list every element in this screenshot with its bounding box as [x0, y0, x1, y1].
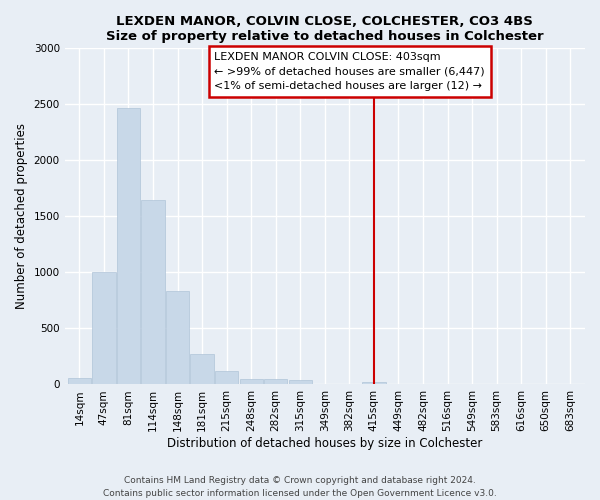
Bar [264, 380, 287, 384]
Bar [289, 380, 312, 384]
Text: LEXDEN MANOR COLVIN CLOSE: 403sqm
← >99% of detached houses are smaller (6,447)
: LEXDEN MANOR COLVIN CLOSE: 403sqm ← >99%… [214, 52, 485, 92]
Text: Contains HM Land Registry data © Crown copyright and database right 2024.
Contai: Contains HM Land Registry data © Crown c… [103, 476, 497, 498]
Bar [117, 108, 140, 384]
Bar [92, 272, 116, 384]
Bar [68, 378, 91, 384]
Bar [215, 371, 238, 384]
Bar [142, 200, 164, 384]
Title: LEXDEN MANOR, COLVIN CLOSE, COLCHESTER, CO3 4BS
Size of property relative to det: LEXDEN MANOR, COLVIN CLOSE, COLCHESTER, … [106, 15, 544, 43]
Bar [166, 291, 189, 384]
Bar [190, 354, 214, 384]
Bar [239, 380, 263, 384]
X-axis label: Distribution of detached houses by size in Colchester: Distribution of detached houses by size … [167, 437, 482, 450]
Bar [362, 382, 386, 384]
Y-axis label: Number of detached properties: Number of detached properties [15, 124, 28, 310]
